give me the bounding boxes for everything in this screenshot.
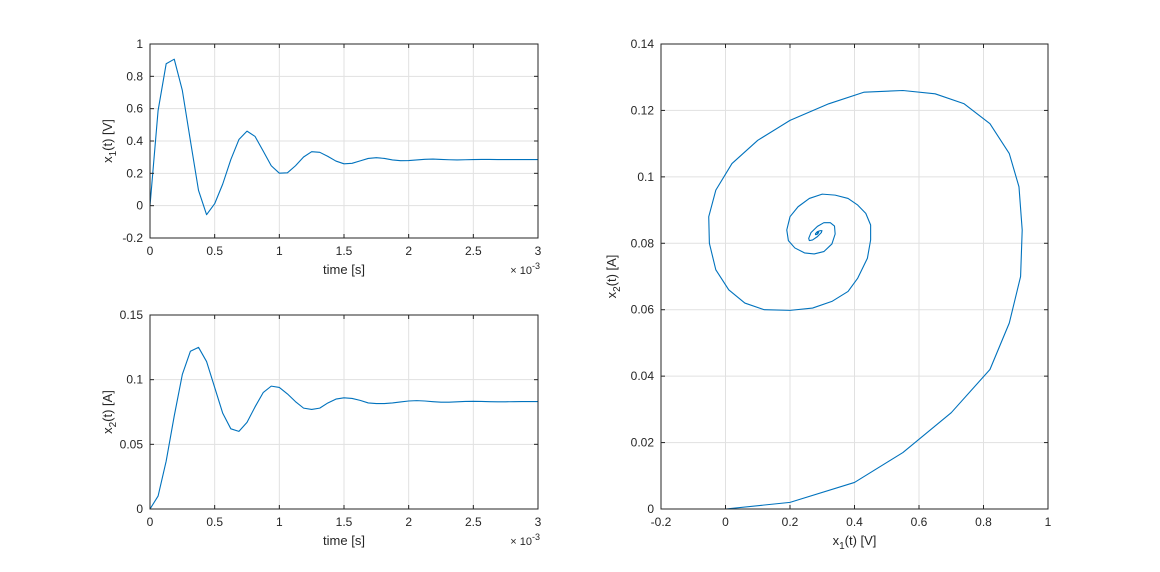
y-tick-label: 0.06 xyxy=(631,303,655,317)
series-line-0 xyxy=(150,346,538,509)
x-exponent-power: -3 xyxy=(532,532,540,542)
y-tick-label: 0 xyxy=(136,502,143,516)
x-tick-label: 0.5 xyxy=(206,244,223,258)
x-tick-label: 2.5 xyxy=(465,515,482,529)
x-tick-label: 0.2 xyxy=(782,515,799,529)
y-tick-label: 0.04 xyxy=(631,369,655,383)
label-subscript: 1 xyxy=(839,541,845,552)
series-line-0 xyxy=(150,58,538,216)
x-tick-label: -0.2 xyxy=(651,515,672,529)
x-axis-label: x1(t) [V] xyxy=(833,533,877,552)
y-tick-label: 0.02 xyxy=(631,436,655,450)
y-tick-label: 0 xyxy=(136,199,143,213)
y-tick-label: 0.14 xyxy=(631,37,655,51)
label-rest: (t) [V] xyxy=(845,533,877,548)
series-line-0 xyxy=(708,89,1023,509)
x-axis-label: time [s] xyxy=(323,533,365,548)
x-tick-label: 3 xyxy=(535,244,542,258)
label-rest: (t) [A] xyxy=(604,255,619,287)
label-main: x xyxy=(833,533,840,548)
label-main: x xyxy=(100,156,115,163)
y-axis-label: x1(t) [V] xyxy=(100,119,119,163)
x-tick-label: 0 xyxy=(147,244,154,258)
y-tick-label: 0 xyxy=(647,502,654,516)
y-axis-label: x2(t) [A] xyxy=(100,390,119,434)
x-tick-label: 0 xyxy=(722,515,729,529)
y-tick-label: 0.15 xyxy=(120,308,144,322)
label-subscript: 1 xyxy=(108,150,119,156)
x-tick-label: 2.5 xyxy=(465,244,482,258)
x-tick-label: 0.4 xyxy=(846,515,863,529)
label-rest: (t) [V] xyxy=(100,119,115,151)
x-tick-label: 1 xyxy=(1045,515,1052,529)
y-tick-label: 0.12 xyxy=(631,103,655,117)
label-main: x xyxy=(604,291,619,298)
x-exponent-label: × 10-3 xyxy=(510,261,540,277)
x-tick-label: 1 xyxy=(276,515,283,529)
label-subscript: 2 xyxy=(108,421,119,427)
label-subscript: 2 xyxy=(612,286,623,292)
x-tick-label: 1 xyxy=(276,244,283,258)
y-axis-label: x2(t) [A] xyxy=(604,255,623,299)
x-tick-label: 0.8 xyxy=(975,515,992,529)
y-tick-label: 0.8 xyxy=(126,69,143,83)
y-tick-label: 0.6 xyxy=(126,102,143,116)
x-tick-label: 1.5 xyxy=(336,515,353,529)
label-rest: (t) [A] xyxy=(100,390,115,422)
x-axis-label: time [s] xyxy=(323,262,365,277)
y-tick-label: -0.2 xyxy=(122,231,143,245)
x-tick-label: 1.5 xyxy=(336,244,353,258)
x-tick-label: 2 xyxy=(405,515,412,529)
y-tick-label: 0.4 xyxy=(126,134,143,148)
label-main: x xyxy=(100,427,115,434)
x-tick-label: 0.5 xyxy=(206,515,223,529)
y-tick-label: 0.2 xyxy=(126,166,143,180)
y-tick-label: 0.1 xyxy=(126,373,143,387)
x-tick-label: 2 xyxy=(405,244,412,258)
x-exponent-base: × 10 xyxy=(510,265,532,277)
x-tick-label: 0.6 xyxy=(911,515,928,529)
y-tick-label: 0.05 xyxy=(120,437,144,451)
y-tick-label: 0.1 xyxy=(637,170,654,184)
x-exponent-base: × 10 xyxy=(510,536,532,548)
x1-time-plot: 0 0.5 1 1.5 2 2.5 3 -0.2 0 0.2 0.4 0.6 0.8 1 time [s] x… xyxy=(100,37,542,277)
x-exponent-label: × 10-3 xyxy=(510,532,540,548)
y-tick-label: 0.08 xyxy=(631,236,655,250)
phase-portrait-plot: -0.2 0 0.2 0.4 0.6 0.8 100.020.040.060.080.10.… xyxy=(604,37,1052,552)
y-tick-label: 1 xyxy=(136,37,143,51)
x-tick-label: 0 xyxy=(147,515,154,529)
x-tick-label: 3 xyxy=(535,515,542,529)
x-exponent-power: -3 xyxy=(532,261,540,271)
